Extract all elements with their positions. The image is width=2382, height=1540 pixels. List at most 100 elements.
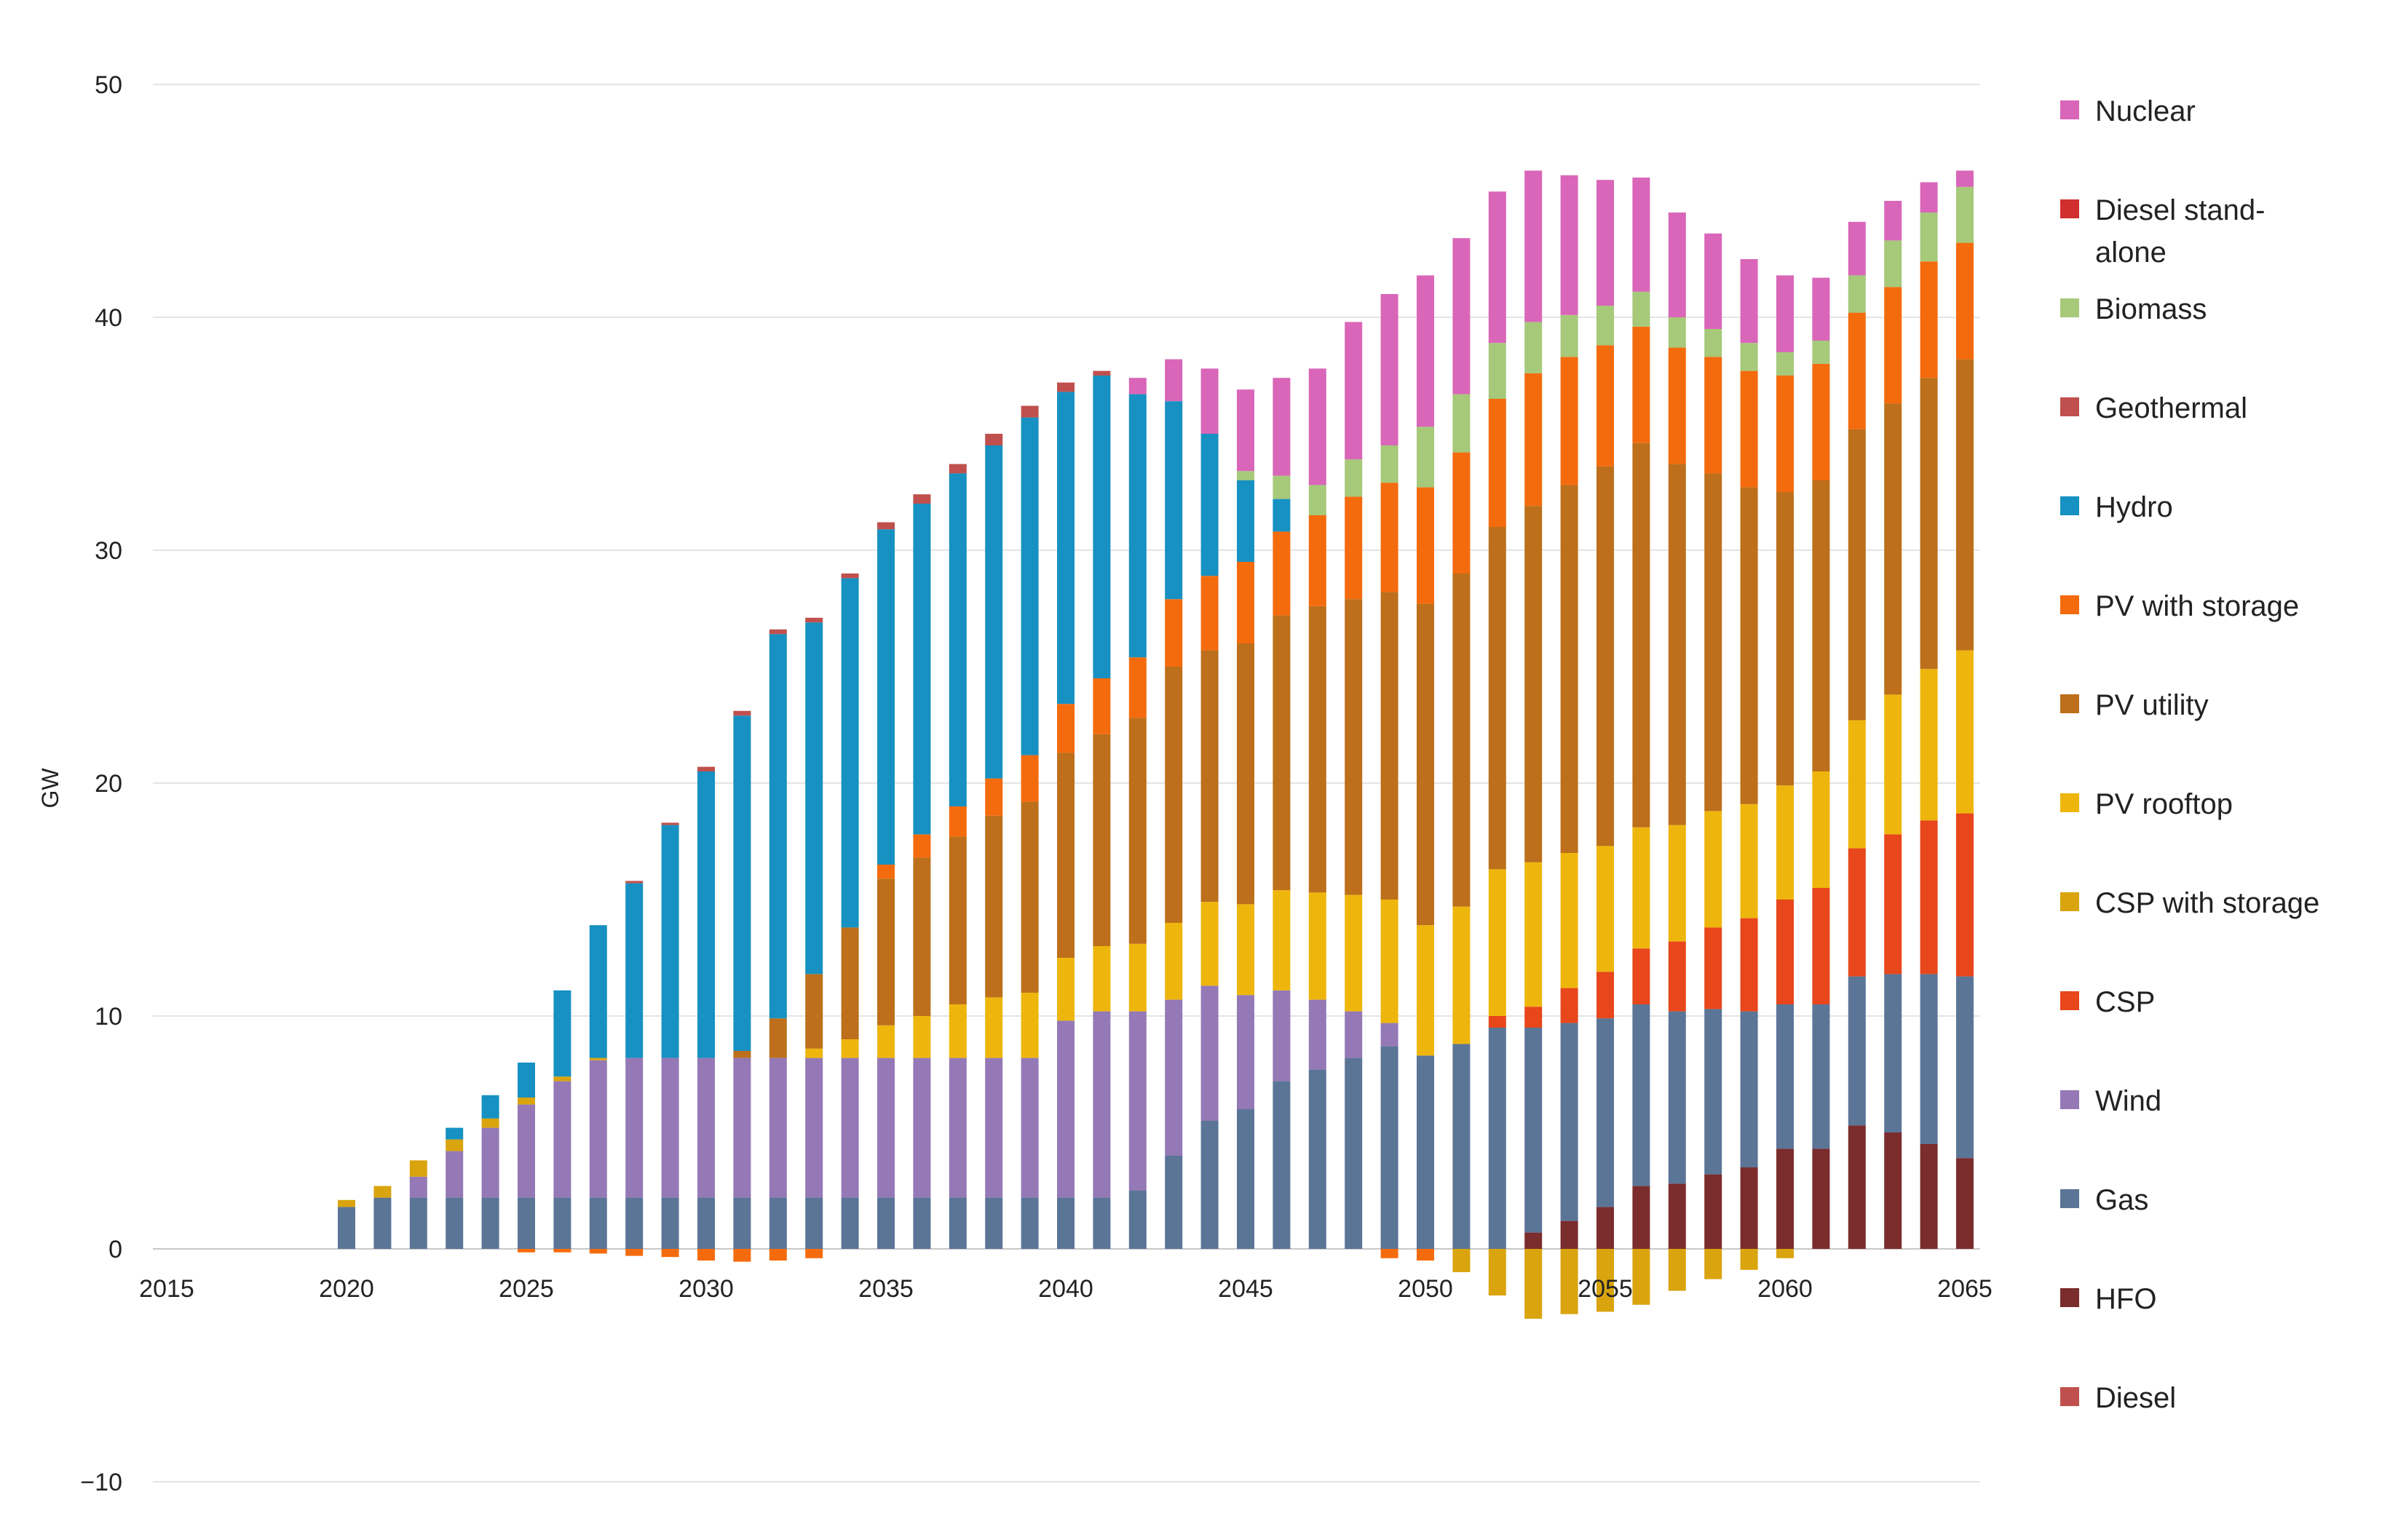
bar-segment-2033-gas [805,1197,823,1249]
legend-item-pv-rooftop: PV rooftop [2060,780,2381,879]
bar-segment-2024-wind [481,1127,499,1198]
bar-segment-2049-gas [1380,1046,1398,1249]
bar-segment-2055-csp [1596,972,1614,1019]
bar-segment-2024-gas [481,1197,499,1249]
bar-segment-2027-csp-with-storage [589,1057,607,1060]
bar-segment-2031-pv-utility [733,1051,751,1058]
bar-segment-2052-gas [1488,1028,1506,1249]
legend-label-biomass: Biomass [2095,293,2207,325]
bar-segment-2045-biomass [1237,471,1254,480]
bar-segment-2036-geothermal [913,494,931,504]
legend-swatch-pv-with-storage [2060,595,2079,614]
x-tick-label: 2045 [1218,1275,1273,1303]
bar-segment-2038-pv-with-storage [985,778,1003,816]
bar-segment-2024-csp-with-storage [481,1118,499,1128]
bar-segment-2023-hydro [446,1127,464,1140]
bar-segment-2055-nuclear [1596,180,1614,306]
bar-segment-2059-pv-with-storage [1740,370,1758,488]
bar-segment-2052-pv-with-storage [1488,399,1506,527]
bar-segment-2033-wind [805,1057,823,1198]
bar-segment-2040-pv-utility [1057,753,1075,958]
bar-segment-2038-hydro [985,445,1003,779]
bar-segment-2051-pv-utility [1452,573,1471,907]
bar-segment-2061-gas [1812,1004,1830,1149]
bar-segment-2054-pv-utility [1560,485,1578,853]
bar-segment-2044-pv-with-storage [1200,576,1219,651]
bar-segment-2036-wind [913,1057,931,1198]
bar-segment-2063-pv-with-storage [1884,287,1902,404]
bar-segment-2042-wind [1128,1011,1147,1191]
bar-segment-2047-wind [1308,999,1326,1070]
bar-segment-2053-nuclear [1524,170,1543,322]
bar-segment-2039-geothermal [1021,405,1039,418]
bar-segment-2047-nuclear [1308,368,1326,485]
bar-segment-2038-geothermal [985,434,1003,445]
bar-segment-2051-biomass [1452,394,1471,453]
bar-segment-2037-pv-with-storage [949,806,967,837]
bar-segment-2040-pv-with-storage [1057,704,1075,753]
legend-item-geothermal: Geothermal [2060,384,2381,483]
bar-segment-2020-csp-with-storage [338,1199,355,1207]
y-tick-label: 30 [95,537,122,565]
bar-segment-2049-pv-with-storage-negative [1380,1249,1398,1258]
bar-segment-2062-gas [1848,976,1866,1126]
bar-segment-2052-biomass [1488,343,1506,399]
bar-segment-2055-pv-with-storage [1596,345,1614,467]
bar-segment-2057-csp-with-storage-negative [1668,1249,1686,1291]
bar-segment-2065-pv-rooftop [1956,650,1974,814]
bar-segment-2053-pv-utility [1524,506,1543,862]
bar-segment-2031-hydro [733,715,751,1051]
bar-segment-2026-gas [553,1197,571,1249]
bar-segment-2058-pv-utility [1704,473,1722,811]
bar-segment-2046-pv-with-storage [1273,531,1291,616]
bar-segment-2060-biomass [1776,352,1794,376]
bar-segment-2064-biomass [1920,213,1938,262]
bar-segment-2048-pv-utility [1345,599,1363,895]
bar-segment-2025-pv-with-storage-negative [518,1249,535,1253]
bar-segment-2061-hfo [1812,1148,1830,1249]
bar-segment-2043-wind [1165,999,1183,1156]
bar-segment-2031-pv-with-storage-negative [733,1249,751,1262]
bar-segment-2030-hydro [697,771,715,1058]
bar-segment-2062-biomass [1848,275,1866,313]
bar-segment-2046-pv-utility [1273,615,1291,891]
bar-segment-2028-gas [625,1197,644,1249]
bar-segment-2037-pv-utility [949,836,967,1004]
bar-segment-2057-biomass [1668,317,1686,348]
bar-segment-2038-pv-utility [985,815,1003,998]
bar-segment-2054-pv-with-storage [1560,357,1578,485]
bar-segment-2040-pv-rooftop [1057,958,1075,1021]
bar-segment-2050-gas [1417,1055,1434,1249]
x-tick-label: 2035 [858,1275,914,1303]
bar-segment-2060-pv-with-storage [1776,376,1794,492]
bar-segment-2025-gas [518,1197,535,1249]
bar-segment-2054-pv-rooftop [1560,853,1578,988]
legend-swatch-pv-utility [2060,694,2079,713]
bar-segment-2050-pv-rooftop [1417,925,1434,1056]
legend-label-hfo: HFO [2095,1283,2157,1315]
bar-segment-2026-csp-with-storage [553,1076,571,1081]
bar-segment-2026-wind [553,1081,571,1198]
bar-segment-2047-gas [1308,1069,1326,1249]
bar-segment-2027-pv-with-storage-negative [589,1249,607,1254]
bar-segment-2022-csp-with-storage [409,1160,427,1177]
bar-segment-2063-nuclear [1884,201,1902,241]
bar-segment-2044-pv-rooftop [1200,902,1219,986]
bar-segment-2044-pv-utility [1200,650,1219,902]
bar-segment-2053-csp [1524,1007,1543,1028]
bar-segment-2056-pv-rooftop [1632,827,1650,949]
bar-segment-2055-csp-with-storage-negative [1596,1249,1614,1312]
bar-segment-2051-pv-rooftop [1452,906,1471,1044]
bar-segment-2050-nuclear [1417,275,1434,427]
bar-segment-2028-geothermal [625,881,644,884]
bar-segment-2043-gas [1165,1156,1183,1249]
bar-segment-2030-geothermal [697,766,715,771]
bar-segment-2056-pv-with-storage [1632,326,1650,443]
bar-segment-2035-pv-utility [877,878,895,1025]
bar-segment-2023-wind [446,1151,464,1198]
bars [338,170,1974,1319]
bar-segment-2030-pv-with-storage-negative [697,1249,715,1261]
bar-segment-2056-nuclear [1632,178,1650,292]
bar-segment-2054-gas [1560,1023,1578,1221]
legend-swatch-geothermal [2060,397,2079,416]
